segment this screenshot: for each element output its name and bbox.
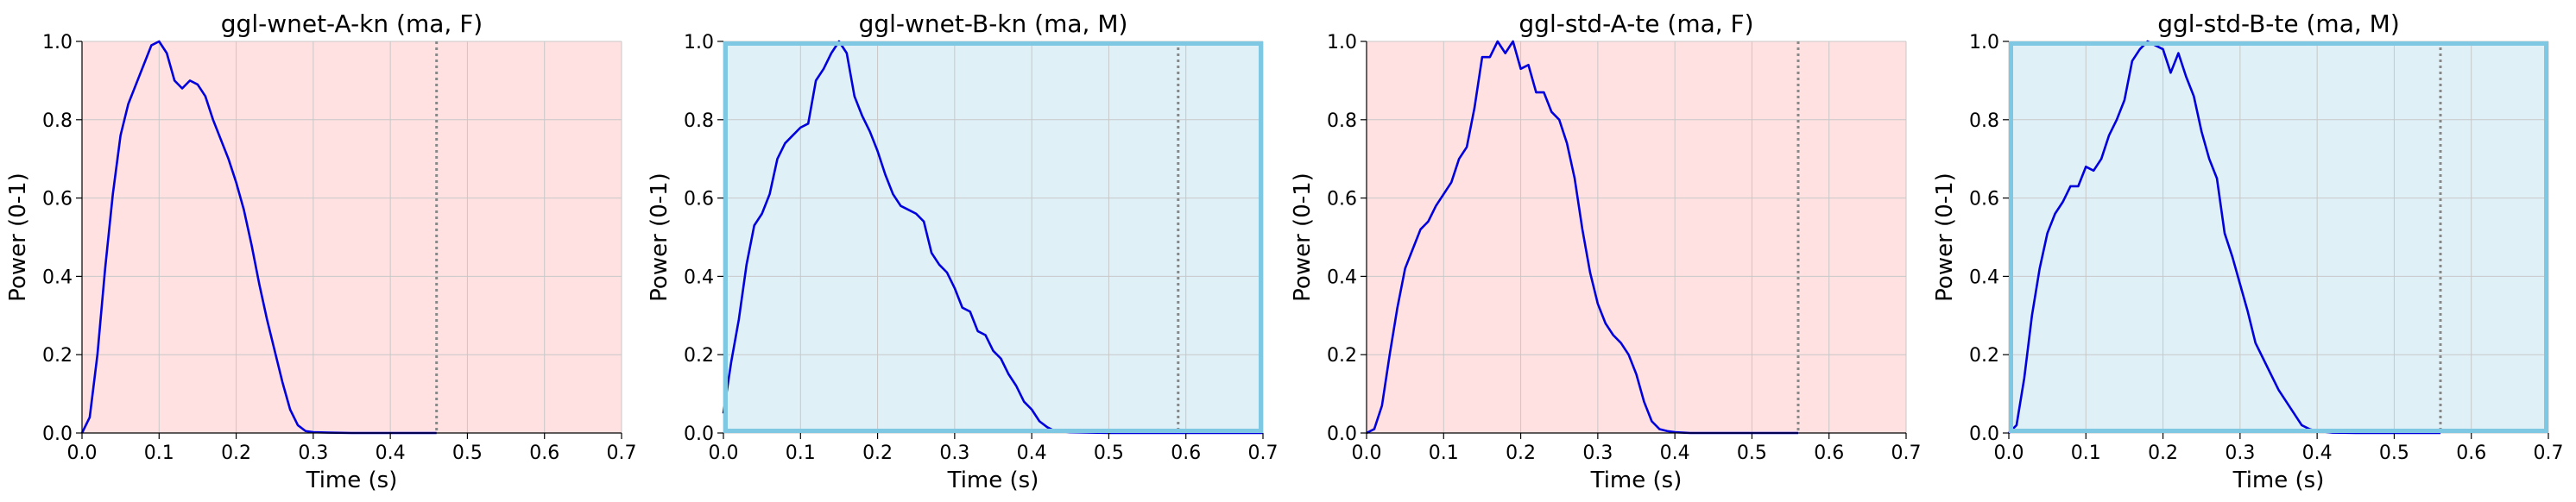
x-tick-label: 0.3 [1582, 442, 1613, 464]
x-tick-label: 0.1 [786, 442, 816, 464]
y-tick-label: 0.2 [1327, 345, 1357, 367]
series-line [80, 40, 437, 435]
x-tick-label: 0.6 [1814, 442, 1844, 464]
x-tick-label: 0.3 [298, 442, 328, 464]
x-tick-label: 0.3 [2225, 442, 2255, 464]
x-tick-label: 0.2 [221, 442, 251, 464]
x-tick-label: 0.7 [2534, 442, 2564, 464]
x-tick-label: 0.1 [144, 442, 174, 464]
y-tick-label: 0.8 [684, 110, 714, 132]
y-axis-label: Power (0-1) [1290, 173, 1316, 302]
x-tick-label: 0.0 [1994, 442, 2024, 464]
y-tick-label: 1.0 [684, 32, 714, 53]
y-tick-label: 0.0 [1327, 424, 1357, 445]
y-tick-label: 0.2 [1969, 345, 1999, 367]
y-tick-label: 0.8 [1969, 110, 1999, 132]
y-tick-label: 0.8 [42, 110, 73, 132]
chart-title: ggl-wnet-B-kn (ma, M) [859, 9, 1128, 38]
plot-background [82, 41, 622, 433]
y-tick-label: 0.4 [1327, 267, 1357, 288]
series-line [1366, 40, 1798, 435]
x-tick-label: 0.7 [1891, 442, 1922, 464]
chart-title: ggl-std-A-te (ma, F) [1518, 9, 1753, 38]
x-tick-label: 0.0 [67, 442, 98, 464]
x-tick-label: 0.2 [1506, 442, 1536, 464]
chart-panel-3: 0.0 0.1 0.2 0.3 0.4 0.5 0.6 0.7 0.0 0.2 0.4 0.6 0.8 1… [1290, 9, 1922, 493]
x-tick-label: 0.6 [2456, 442, 2486, 464]
y-tick-label: 0.4 [42, 267, 73, 288]
chart-panel-2: 0.0 0.1 0.2 0.3 0.4 0.5 0.6 0.7 0.0 0.2 0.4 0.6 0.8 1… [647, 9, 1279, 493]
chart-title: ggl-std-B-te (ma, M) [2157, 9, 2400, 38]
y-tick-label: 0.6 [1969, 189, 1999, 210]
y-tick-label: 0.6 [42, 189, 73, 210]
x-tick-label: 0.5 [2379, 442, 2409, 464]
x-tick-label: 0.2 [2148, 442, 2178, 464]
x-tick-label: 0.1 [2071, 442, 2101, 464]
x-tick-label: 0.4 [1660, 442, 1690, 464]
x-tick-label: 0.4 [2302, 442, 2333, 464]
y-axis-label: Power (0-1) [1932, 173, 1958, 302]
chart-title: ggl-wnet-A-kn (ma, F) [221, 9, 483, 38]
y-tick-label: 0.6 [1327, 189, 1357, 210]
plot-frame [723, 41, 1263, 433]
x-tick-label: 0.3 [939, 442, 969, 464]
x-tick-label: 0.4 [1017, 442, 1047, 464]
plot-background [1367, 41, 1906, 433]
chart-panel-1: 0.0 0.1 0.2 0.3 0.4 0.5 0.6 0.7 0.0 0.2 0.4 0.6 0.8 1… [5, 9, 637, 493]
x-axis-label: Time (s) [2232, 467, 2325, 493]
y-tick-label: 0.4 [1969, 267, 1999, 288]
x-axis-label: Time (s) [306, 467, 398, 493]
x-tick-label: 0.7 [607, 442, 637, 464]
x-tick-label: 0.5 [1737, 442, 1767, 464]
x-axis-label: Time (s) [947, 467, 1039, 493]
x-tick-label: 0.6 [529, 442, 559, 464]
y-tick-label: 0.2 [42, 345, 73, 367]
y-tick-label: 1.0 [42, 32, 73, 53]
series-line [2008, 40, 2440, 435]
x-tick-label: 0.7 [1248, 442, 1279, 464]
x-tick-label: 0.6 [1171, 442, 1201, 464]
y-tick-label: 0.4 [684, 267, 714, 288]
chart-panel-4: 0.0 0.1 0.2 0.3 0.4 0.5 0.6 0.7 0.0 0.2 0.4 0.6 0.8 1… [1932, 9, 2564, 493]
x-tick-label: 0.5 [1094, 442, 1124, 464]
x-tick-label: 0.1 [1429, 442, 1459, 464]
y-tick-label: 0.8 [1327, 110, 1357, 132]
plot-background [723, 41, 1263, 433]
y-axis-label: Power (0-1) [647, 173, 672, 302]
y-axis-label: Power (0-1) [5, 173, 31, 302]
plot-background [2009, 41, 2548, 433]
y-tick-label: 1.0 [1969, 32, 1999, 53]
y-tick-label: 0.0 [42, 424, 73, 445]
x-axis-label: Time (s) [1590, 467, 1683, 493]
x-tick-label: 0.4 [376, 442, 406, 464]
x-tick-label: 0.0 [709, 442, 739, 464]
plot-frame [2009, 41, 2548, 433]
y-tick-label: 0.0 [684, 424, 714, 445]
series-line [722, 40, 1263, 435]
x-tick-label: 0.0 [1352, 442, 1382, 464]
x-tick-label: 0.2 [862, 442, 893, 464]
y-tick-label: 0.6 [684, 189, 714, 210]
x-tick-label: 0.5 [452, 442, 483, 464]
y-tick-label: 0.2 [684, 345, 714, 367]
y-tick-label: 0.0 [1969, 424, 1999, 445]
y-tick-label: 1.0 [1327, 32, 1357, 53]
